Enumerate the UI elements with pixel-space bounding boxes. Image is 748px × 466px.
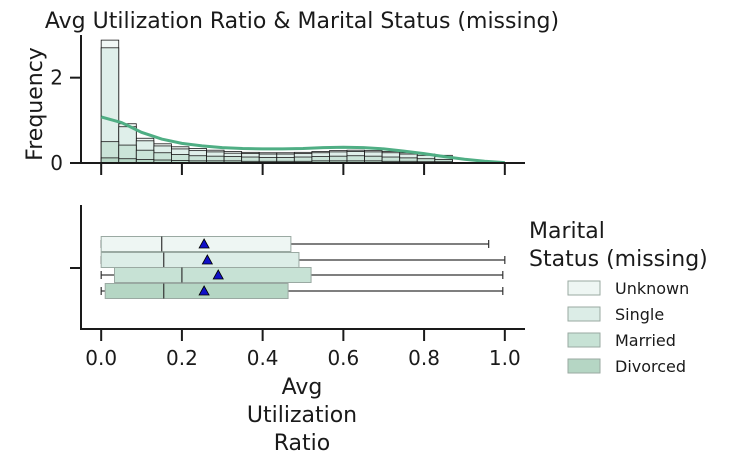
box-x-tick-label: 0.4 bbox=[247, 346, 279, 370]
hist-y-tick-label: 2 bbox=[50, 66, 63, 90]
x-axis-label: Avg Utilization Ratio bbox=[247, 375, 357, 456]
box-mean-marker-unknown bbox=[198, 238, 210, 249]
chart-title: Avg Utilization Ratio & Marital Status (… bbox=[45, 9, 559, 34]
histogram-bars bbox=[100, 39, 453, 164]
x-axis-label-line: Utilization bbox=[247, 403, 357, 428]
box-x-tick-label: 0.2 bbox=[166, 346, 198, 370]
box-x-tick-label: 0.0 bbox=[85, 346, 117, 370]
legend-swatch-married bbox=[567, 332, 601, 348]
legend-label-married: Married bbox=[615, 331, 676, 350]
legend-label-unknown: Unknown bbox=[615, 279, 689, 298]
hist-y-tick-label: 0 bbox=[50, 151, 63, 175]
boxplot-panel: 0.0 0.2 0.4 0.6 0.8 1.0 Avg Utilization Ratio bbox=[70, 205, 525, 456]
box-mean-marker-married bbox=[212, 269, 224, 280]
legend-label-single: Single bbox=[615, 305, 664, 324]
legend-title-line: Marital bbox=[529, 219, 605, 244]
box-married bbox=[114, 267, 312, 283]
legend: Marital Status (missing) Unknown Single Marr… bbox=[529, 219, 708, 376]
box-x-tick-label: 1.0 bbox=[489, 346, 521, 370]
box-x-tick-label: 0.8 bbox=[408, 346, 440, 370]
box-divorced bbox=[104, 283, 289, 299]
kde-curve bbox=[100, 115, 505, 165]
legend-label-divorced: Divorced bbox=[615, 357, 686, 376]
histogram-panel: 02 Frequency bbox=[23, 35, 525, 175]
legend-swatch-divorced bbox=[567, 358, 601, 374]
hist-x-ticks bbox=[100, 163, 506, 175]
box-x-tick-label: 0.6 bbox=[327, 346, 359, 370]
hist-y-ticks: 02 bbox=[50, 66, 81, 175]
box-unknown bbox=[100, 236, 292, 252]
box-x-ticks: 0.0 0.2 0.4 0.6 0.8 1.0 bbox=[85, 329, 521, 370]
boxplot-boxes bbox=[100, 236, 506, 299]
legend-swatch-unknown bbox=[567, 280, 601, 296]
hist-y-label: Frequency bbox=[23, 47, 48, 161]
legend-title-line: Status (missing) bbox=[529, 247, 708, 272]
legend-swatch-single bbox=[567, 306, 601, 322]
box-mean-marker-divorced bbox=[198, 285, 210, 296]
x-axis-label-line: Avg bbox=[282, 375, 323, 400]
box-mean-marker-single bbox=[201, 254, 214, 265]
box-single bbox=[100, 252, 300, 268]
x-axis-label-line: Ratio bbox=[274, 431, 330, 456]
